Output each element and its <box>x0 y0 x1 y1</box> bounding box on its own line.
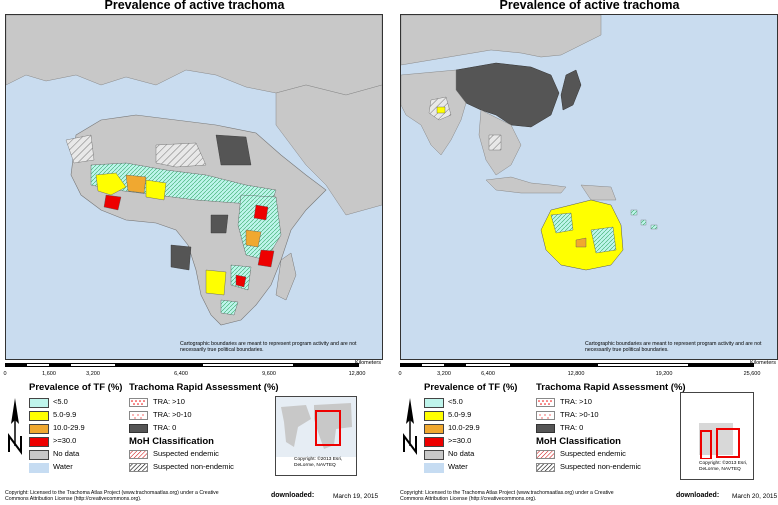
legend-tf-label: Water <box>53 462 73 471</box>
map-panel-africa: Prevalence of active trachoma <box>3 0 386 505</box>
downloaded-date: March 19, 2015 <box>333 493 379 500</box>
scale-tick: 0 <box>398 371 402 377</box>
swatch-nodata <box>424 450 444 460</box>
scale-tick: 9,600 <box>262 371 276 377</box>
inset-map-svg <box>681 393 753 460</box>
legend-tf-label: <5.0 <box>448 397 463 406</box>
map-disclaimer: Cartographic boundaries are meant to rep… <box>180 341 357 353</box>
scale-bar <box>400 363 754 367</box>
legend-tra-title: Trachoma Rapid Assessment (%) <box>129 382 279 393</box>
map-legend: Prevalence of TF (%) <5.0 5.0-9.9 10.0-2… <box>3 382 386 505</box>
moh-swatches <box>129 450 148 472</box>
legend-tf-title: Prevalence of TF (%) <box>424 382 518 393</box>
footer-license: Copyright: Licensed to the Trachoma Atla… <box>400 490 614 503</box>
swatch-ge30 <box>424 437 444 447</box>
swatch-5-9 <box>424 411 444 421</box>
scale-tick: 19,200 <box>655 371 673 377</box>
map-asia-pacific-svg <box>401 15 777 359</box>
scale-tick: 25,600 <box>743 371 761 377</box>
scale-tick: 3,200 <box>86 371 100 377</box>
downloaded-label: downloaded: <box>271 492 315 499</box>
swatch-water <box>29 463 49 473</box>
legend-moh-label: Suspected non-endemic <box>153 462 234 471</box>
legend-tf-label: Water <box>448 462 468 471</box>
scale-tick: 12,800 <box>567 371 585 377</box>
legend-tf-label: >=30.0 <box>448 436 472 445</box>
map-asia-pacific[interactable]: Cartographic boundaries are meant to rep… <box>400 14 778 360</box>
scale-bar <box>5 363 359 367</box>
map-legend: Prevalence of TF (%) <5.0 5.0-9.9 10.0-2… <box>398 382 778 505</box>
swatch-ge30 <box>29 437 49 447</box>
moh-swatches <box>536 450 555 472</box>
legend-tra-label: TRA: >0-10 <box>153 410 192 419</box>
legend-moh-label: Suspected endemic <box>153 449 219 458</box>
tra-swatches <box>536 398 555 433</box>
legend-moh-label: Suspected endemic <box>560 449 626 458</box>
legend-tra-label: TRA: 0 <box>560 423 584 432</box>
map-title: Prevalence of active trachoma <box>104 0 285 12</box>
north-arrow-icon <box>8 398 22 455</box>
scale-tick: 0 <box>3 371 7 377</box>
inset-locator-map: Copyright: ©2013 Esri, DeLorme, NAVTEQ <box>275 396 357 476</box>
map-africa[interactable]: Cartographic boundaries are meant to rep… <box>5 14 383 360</box>
legend-tra-label: TRA: >10 <box>153 397 185 406</box>
legend-tf-label: 5.0-9.9 <box>448 410 472 419</box>
legend-tra-title: Trachoma Rapid Assessment (%) <box>536 382 686 393</box>
swatch-10-29 <box>424 424 444 434</box>
map-panel-asia-pacific: Prevalence of active trachoma <box>398 0 778 505</box>
legend-tra-label: TRA: >10 <box>560 397 592 406</box>
legend-tf-label: 10.0-29.9 <box>53 423 85 432</box>
swatch-nodata <box>29 450 49 460</box>
swatch-lt5 <box>424 398 444 408</box>
inset-map-svg <box>276 397 356 457</box>
legend-moh-label: Suspected non-endemic <box>560 462 641 471</box>
legend-tf-label: No data <box>448 449 475 458</box>
footer-license: Copyright: Licensed to the Trachoma Atla… <box>5 490 219 503</box>
map-africa-svg <box>6 15 382 359</box>
legend-tra-label: TRA: >0-10 <box>560 410 599 419</box>
swatch-5-9 <box>29 411 49 421</box>
scale-tick: 12,800 <box>348 371 366 377</box>
legend-tf-title: Prevalence of TF (%) <box>29 382 123 393</box>
scale-tick: 1,600 <box>42 371 56 377</box>
inset-copyright: Copyright: ©2013 Esri, DeLorme, NAVTEQ <box>699 461 748 472</box>
legend-tf-label: 5.0-9.9 <box>53 410 77 419</box>
swatch-lt5 <box>29 398 49 408</box>
legend-tf-label: <5.0 <box>53 397 68 406</box>
legend-moh-title: MoH Classification <box>536 436 621 447</box>
scale-unit: Kilometers <box>355 360 381 366</box>
swatch-water <box>424 463 444 473</box>
legend-tf-label: 10.0-29.9 <box>448 423 480 432</box>
inset-locator-map: Copyright: ©2013 Esri, DeLorme, NAVTEQ <box>680 392 754 480</box>
legend-tf-label: >=30.0 <box>53 436 77 445</box>
scale-tick: 6,400 <box>481 371 495 377</box>
north-arrow-icon <box>403 398 417 455</box>
tra-swatches <box>129 398 148 433</box>
legend-tra-label: TRA: 0 <box>153 423 177 432</box>
swatch-10-29 <box>29 424 49 434</box>
map-title: Prevalence of active trachoma <box>499 0 680 12</box>
map-disclaimer: Cartographic boundaries are meant to rep… <box>585 341 762 353</box>
downloaded-label: downloaded: <box>676 492 720 499</box>
legend-tf-label: No data <box>53 449 80 458</box>
scale-tick: 6,400 <box>174 371 188 377</box>
scale-unit: Kilometers <box>750 360 776 366</box>
downloaded-date: March 20, 2015 <box>732 493 778 500</box>
scale-tick: 3,200 <box>437 371 451 377</box>
legend-moh-title: MoH Classification <box>129 436 214 447</box>
inset-copyright: Copyright: ©2013 Esri, DeLorme, NAVTEQ <box>294 457 343 468</box>
